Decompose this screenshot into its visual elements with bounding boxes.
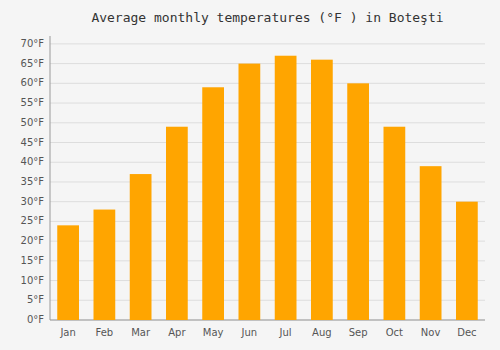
y-tick-label: 65°F (21, 58, 45, 69)
x-tick-label: Mar (131, 327, 151, 338)
bar (420, 166, 442, 320)
y-tick-label: 15°F (21, 255, 45, 266)
y-tick-label: 35°F (21, 176, 45, 187)
y-tick-label: 45°F (21, 137, 45, 148)
grid-line (50, 83, 485, 84)
y-tick-label: 30°F (21, 196, 45, 207)
bar (94, 210, 116, 320)
grid (50, 44, 485, 320)
grid-line (50, 63, 485, 64)
y-tick-label: 55°F (21, 97, 45, 108)
bar (311, 60, 333, 320)
bar (57, 225, 79, 320)
bar (166, 127, 188, 320)
x-tick-label: Jun (241, 327, 258, 338)
x-tick-label: Dec (457, 327, 476, 338)
x-tick-label: Oct (386, 327, 403, 338)
x-tick-label: Feb (96, 327, 114, 338)
y-tick-label: 10°F (21, 275, 45, 286)
x-tick-label: Jan (59, 327, 75, 338)
x-tick-label: Jul (279, 327, 292, 338)
x-tick-label: Nov (421, 327, 441, 338)
bar (130, 174, 152, 320)
x-tick-label: Aug (312, 327, 332, 338)
bar (384, 127, 406, 320)
bar (347, 83, 369, 320)
chart: 0°F 5°F 10°F 15°F 20°F 25°F 30°F 35°F 40°F 45°F 50… (0, 0, 500, 350)
y-tick-label: 5°F (27, 294, 44, 305)
x-tick-label: Apr (168, 327, 186, 338)
grid-line (50, 142, 485, 143)
y-tick-label: 40°F (21, 156, 45, 167)
grid-line (50, 103, 485, 104)
x-tick-label: Sep (349, 327, 368, 338)
bar (456, 202, 478, 320)
bars (57, 56, 478, 320)
y-tick-label: 50°F (21, 117, 45, 128)
grid-line (50, 43, 485, 44)
y-tick-label: 25°F (21, 215, 45, 226)
y-tick-label: 60°F (21, 77, 45, 88)
title: Average monthly temperatures (°F ) in Bo… (91, 10, 443, 25)
bar (239, 64, 261, 320)
grid-line (50, 162, 485, 163)
bar (202, 87, 224, 320)
x-tick-label: May (203, 327, 224, 338)
y-tick-label: 0°F (27, 314, 44, 325)
y-tick-label: 20°F (21, 235, 45, 246)
y-axis-line (50, 36, 51, 320)
y-tick-label: 70°F (21, 38, 45, 49)
bar (275, 56, 297, 320)
grid-line (50, 122, 485, 123)
y-axis: 0°F 5°F 10°F 15°F 20°F 25°F 30°F 35°F 40°F 45°F 50… (21, 36, 485, 325)
chart-container: 0°F 5°F 10°F 15°F 20°F 25°F 30°F 35°F 40°F 45°F 50… (0, 0, 500, 350)
x-axis: Jan Feb Mar Apr May Jun Jul Aug Sep Oct Nov Dec (59, 327, 476, 338)
